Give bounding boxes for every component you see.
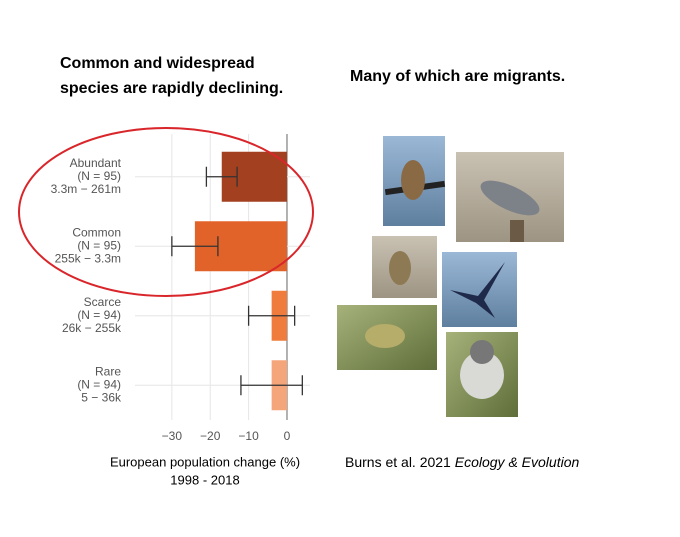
- category-range: 255k − 3.3m: [55, 251, 121, 265]
- x-axis-title: 1998 - 2018: [170, 472, 239, 487]
- post: [510, 220, 524, 242]
- bird: [460, 351, 504, 399]
- category-n: (N = 94): [77, 308, 121, 322]
- category-label: Rare: [95, 364, 121, 378]
- category-range: 3.3m − 261m: [51, 182, 121, 196]
- category-range: 26k − 255k: [62, 321, 122, 335]
- x-tick-label: −30: [162, 429, 183, 443]
- category-n: (N = 95): [77, 169, 121, 183]
- category-n: (N = 95): [77, 238, 121, 252]
- photo: [442, 252, 517, 327]
- citation: Burns et al. 2021 Ecology & Evolution: [345, 454, 579, 470]
- x-tick-label: −20: [200, 429, 221, 443]
- bird-photos: [337, 136, 564, 417]
- bird: [389, 251, 411, 285]
- category-label: Common: [72, 225, 121, 239]
- heading-right: Many of which are migrants.: [350, 68, 565, 85]
- category-range: 5 − 36k: [81, 390, 122, 404]
- heading-left-line: Common and widespread: [60, 55, 255, 72]
- highlight-ellipse: [18, 127, 314, 297]
- bird: [480, 180, 540, 216]
- x-axis-title: European population change (%): [110, 454, 300, 469]
- x-tick-label: 0: [284, 429, 291, 443]
- x-tick-label: −10: [238, 429, 259, 443]
- category-label: Scarce: [84, 295, 122, 309]
- bird-head: [470, 340, 494, 364]
- category-n: (N = 94): [77, 377, 121, 391]
- citation-authors: Burns et al. 2021: [345, 454, 451, 470]
- category-label: Abundant: [70, 156, 122, 170]
- bird: [401, 160, 425, 200]
- citation-journal: Ecology & Evolution: [455, 454, 580, 470]
- bird: [365, 324, 405, 348]
- heading-left-line: species are rapidly declining.: [60, 80, 283, 97]
